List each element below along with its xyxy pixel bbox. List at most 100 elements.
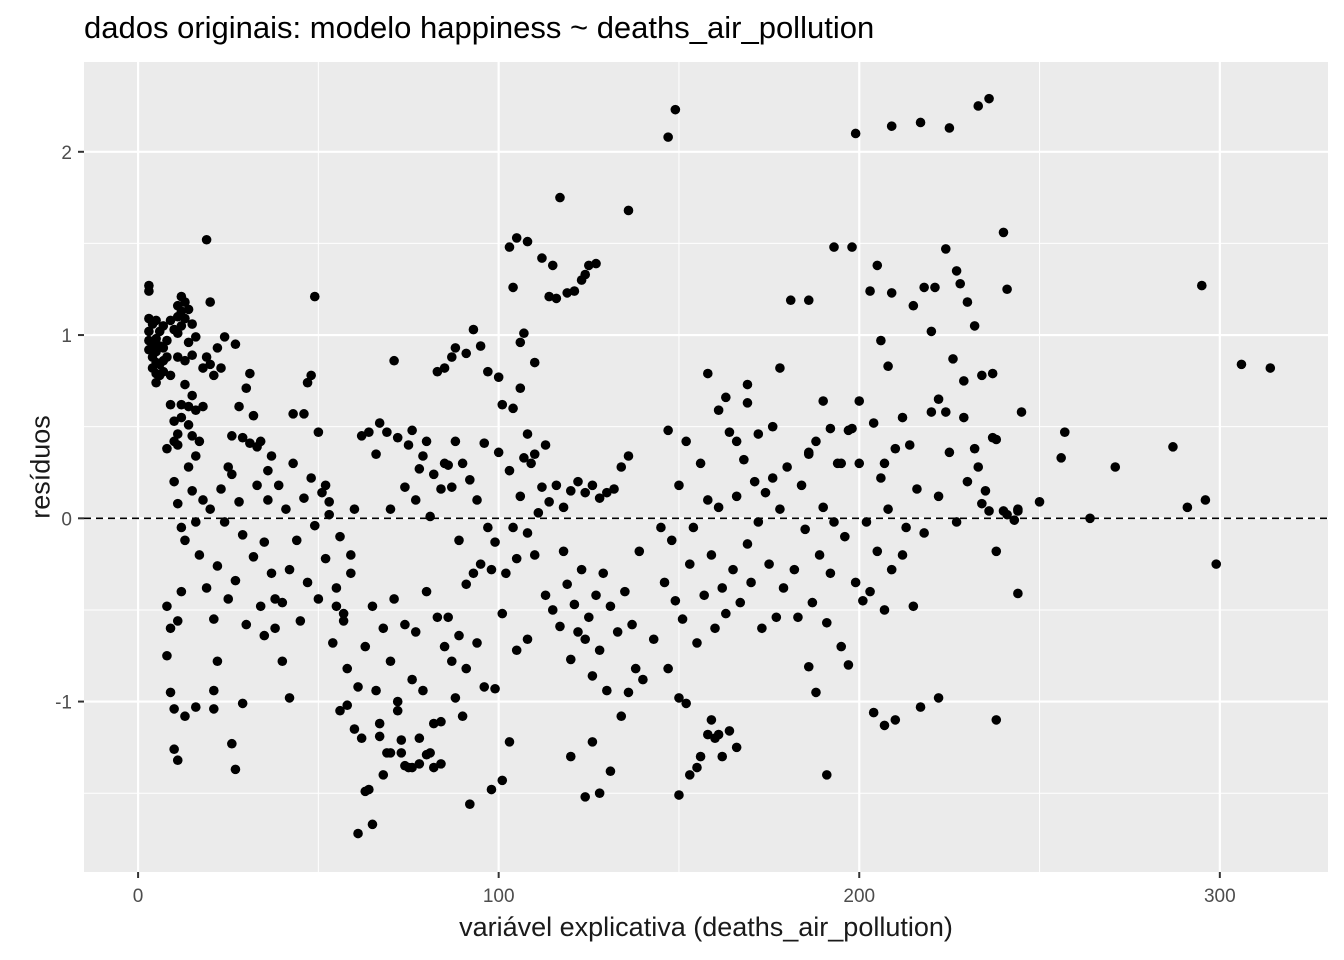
data-point — [162, 443, 172, 454]
data-point — [847, 423, 857, 434]
data-point — [814, 550, 825, 560]
data-point — [465, 799, 475, 809]
data-point — [868, 418, 879, 428]
data-point — [998, 227, 1009, 238]
data-point — [237, 530, 248, 540]
data-point — [389, 355, 399, 366]
data-point — [446, 482, 457, 492]
data-point — [443, 460, 453, 470]
data-point — [245, 368, 255, 379]
data-point — [1085, 513, 1095, 524]
data-point — [663, 132, 673, 142]
data-point — [392, 705, 403, 716]
data-point — [584, 612, 594, 623]
data-point — [335, 531, 345, 542]
data-point — [944, 123, 955, 133]
data-point — [511, 553, 522, 564]
data-point — [555, 621, 565, 632]
data-point — [183, 304, 194, 315]
data-point — [219, 517, 230, 527]
data-point — [951, 517, 962, 527]
data-point — [162, 335, 172, 346]
data-point — [472, 495, 482, 505]
data-point — [241, 619, 252, 630]
data-point — [551, 480, 562, 491]
data-point — [703, 368, 713, 379]
data-point — [284, 693, 295, 703]
data-point — [753, 517, 764, 527]
data-point — [1211, 559, 1222, 569]
data-point — [692, 762, 702, 773]
data-point — [955, 278, 966, 289]
data-point — [418, 451, 428, 461]
data-point — [713, 405, 724, 415]
data-point — [829, 242, 839, 252]
data-point — [183, 462, 194, 472]
data-point — [623, 687, 634, 698]
data-point — [1056, 453, 1066, 463]
data-point — [446, 352, 457, 362]
data-point — [879, 458, 890, 469]
data-point — [757, 623, 767, 634]
data-point — [511, 233, 522, 243]
data-point — [432, 612, 443, 623]
data-point — [713, 729, 724, 740]
data-point — [742, 379, 753, 390]
y-tick-label: 2 — [61, 143, 72, 164]
data-point — [421, 749, 432, 760]
data-point — [1059, 427, 1070, 437]
data-point — [436, 716, 446, 727]
data-point — [605, 601, 616, 612]
data-point — [663, 663, 673, 674]
data-point — [735, 597, 746, 608]
data-point — [349, 724, 360, 734]
data-point — [580, 634, 591, 645]
data-point — [313, 594, 324, 604]
data-point — [392, 432, 403, 443]
data-point — [212, 656, 223, 667]
data-point — [522, 634, 533, 645]
data-point — [418, 685, 428, 696]
data-point — [843, 660, 854, 670]
data-point — [504, 465, 515, 476]
data-point — [400, 482, 410, 492]
data-point — [742, 539, 753, 549]
data-point — [162, 352, 172, 362]
data-point — [342, 700, 353, 711]
data-point — [216, 363, 226, 373]
data-point — [309, 291, 320, 302]
data-point — [190, 405, 201, 415]
data-point — [587, 671, 598, 681]
data-point — [587, 480, 598, 491]
data-point — [915, 702, 926, 712]
data-point — [190, 517, 201, 527]
data-point — [821, 770, 832, 780]
data-point — [511, 645, 522, 656]
data-point — [306, 370, 316, 381]
data-point — [450, 343, 461, 353]
data-point — [908, 601, 919, 612]
data-point — [666, 535, 677, 546]
x-tick-label: 0 — [133, 886, 144, 907]
data-point — [371, 449, 381, 459]
data-point — [432, 366, 443, 377]
data-point — [580, 487, 591, 498]
data-point — [309, 520, 320, 531]
data-point — [908, 300, 919, 311]
data-point — [573, 627, 583, 637]
data-point — [969, 443, 980, 454]
data-point — [443, 612, 453, 623]
data-point — [818, 502, 828, 513]
data-point — [190, 332, 201, 342]
data-point — [270, 623, 280, 634]
data-point — [490, 537, 500, 547]
data-point — [1013, 588, 1023, 599]
data-point — [547, 260, 558, 271]
data-point — [681, 436, 691, 447]
data-point — [555, 192, 565, 203]
data-point — [504, 242, 515, 252]
data-point — [407, 674, 417, 685]
data-point — [739, 454, 749, 465]
data-point — [284, 564, 295, 575]
data-point — [201, 352, 212, 362]
